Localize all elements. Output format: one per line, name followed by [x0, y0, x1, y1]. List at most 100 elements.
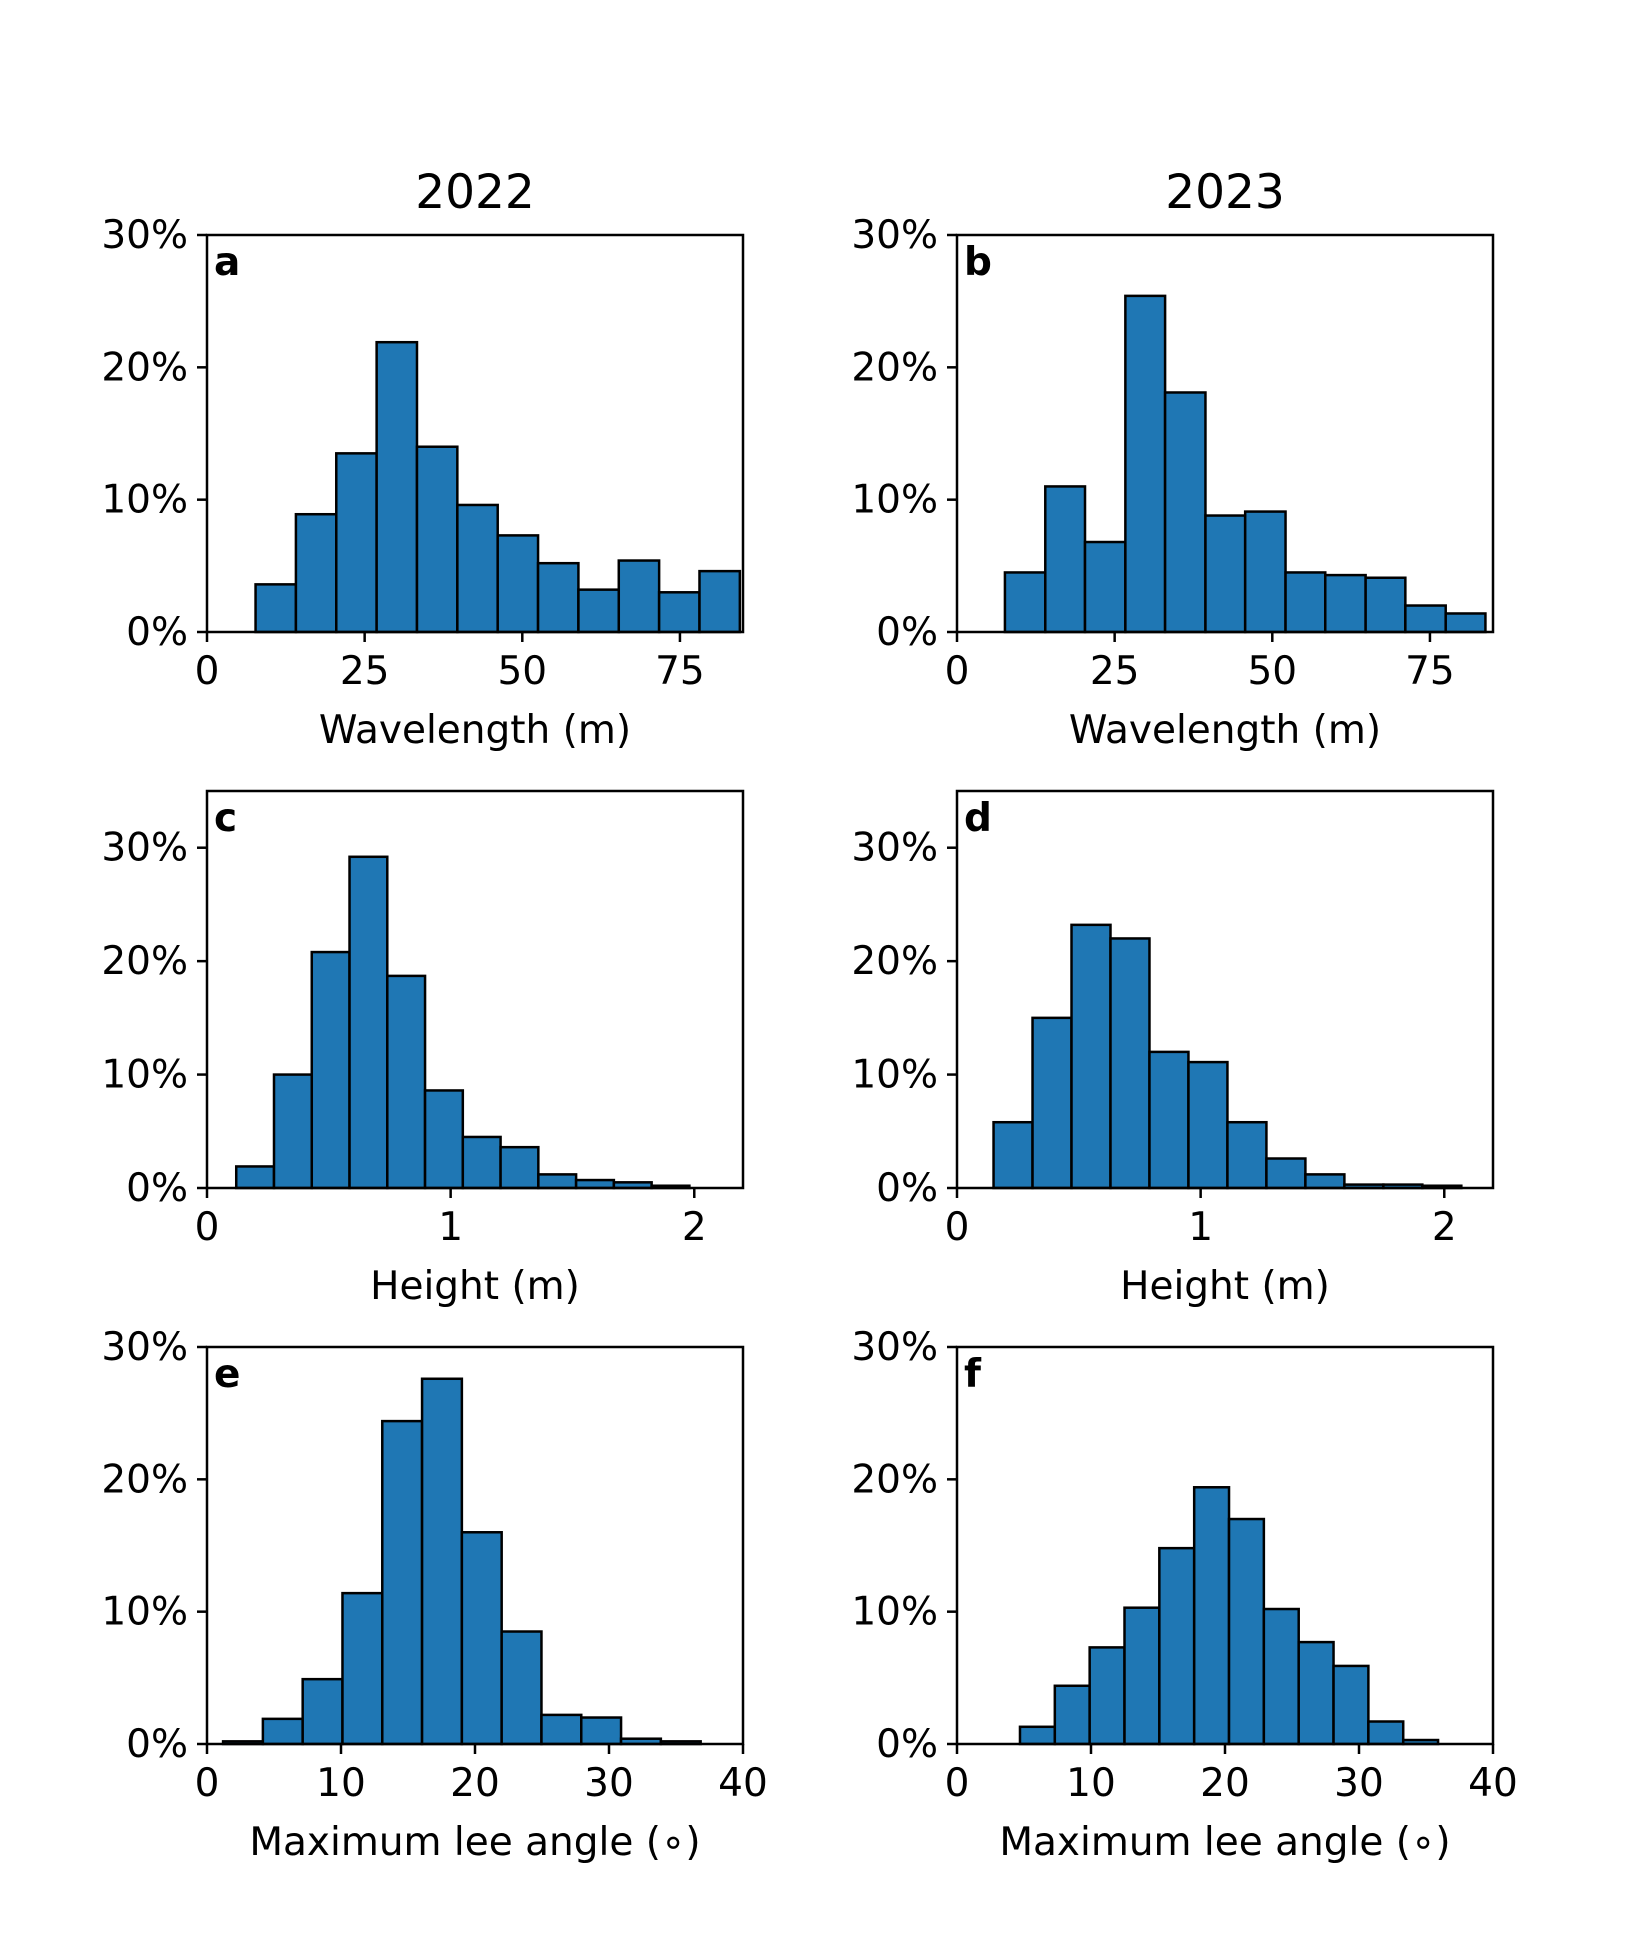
histogram-bar: [1187, 1060, 1229, 1190]
histogram-bar: [381, 1419, 424, 1746]
histogram-bar: [1158, 1546, 1196, 1746]
x-axis-label: Maximum lee angle (∘): [249, 1820, 700, 1865]
panel-b: 0% 10% 20% 30% 0 25 50 75 Wavelength (m) b: [851, 213, 1495, 753]
x-tick-label: 0: [195, 1205, 220, 1250]
panel-letter: f: [964, 1352, 982, 1397]
y-tick-label: 20%: [101, 939, 188, 984]
histogram-bar: [1262, 1607, 1300, 1746]
histogram-bar: [1031, 1016, 1073, 1190]
histogram-bar: [1265, 1157, 1307, 1190]
y-tick-label: 30%: [101, 1325, 188, 1370]
histogram-bar: [341, 1591, 384, 1746]
x-tick-label: 2: [682, 1205, 707, 1250]
x-tick-label: 20: [450, 1761, 500, 1806]
column-title-2022: 2022: [415, 165, 535, 220]
histogram-bar: [1204, 514, 1247, 634]
x-tick-label: 0: [195, 649, 220, 694]
x-axis-label: Maximum lee angle (∘): [999, 1820, 1450, 1865]
histogram-bar: [1148, 1050, 1190, 1190]
y-tick-label: 0%: [876, 1166, 938, 1211]
panel-letter: d: [964, 796, 992, 841]
y-tick-label: 20%: [851, 1457, 938, 1502]
histogram-bar: [577, 588, 621, 634]
panel-a: 0% 10% 20% 30% 0 25 50 75 Wavelength (m) a: [101, 213, 745, 753]
x-tick-label: 40: [718, 1761, 768, 1806]
x-tick-label: 50: [1247, 649, 1297, 694]
histogram-bar: [1018, 1725, 1057, 1746]
axes-frame: [955, 233, 1495, 634]
y-tick-label: 0%: [126, 1166, 188, 1211]
histogram-bar: [499, 1145, 540, 1190]
x-tick-label: 40: [1468, 1761, 1518, 1806]
x-tick-label: 30: [584, 1761, 634, 1806]
histogram-bar: [1123, 1606, 1161, 1746]
histogram-bar: [1124, 294, 1167, 634]
histogram-bar: [1304, 1173, 1346, 1190]
histogram-bar: [992, 1120, 1034, 1190]
histogram-bar: [500, 1630, 543, 1746]
histogram-bar: [657, 591, 701, 634]
x-tick-label: 0: [945, 1205, 970, 1250]
histogram-bar: [1163, 391, 1207, 634]
panel-d: 0% 10% 20% 30% 0 1 2 Height (m) d: [851, 789, 1495, 1309]
histogram-bar: [294, 512, 338, 634]
y-tick-label: 10%: [101, 478, 188, 523]
x-axis-label: Height (m): [1120, 1264, 1330, 1309]
histogram-bar: [1404, 604, 1447, 634]
y-tick-label: 10%: [851, 1053, 938, 1098]
histogram-bar: [272, 1073, 314, 1190]
histogram-bar: [580, 1716, 623, 1746]
x-tick-label: 25: [340, 649, 390, 694]
histogram-bar: [386, 974, 427, 1190]
x-axis-label: Wavelength (m): [319, 708, 631, 753]
y-tick-label: 20%: [101, 345, 188, 390]
histogram-bar: [254, 583, 298, 634]
histogram-bar: [234, 1165, 276, 1190]
x-tick-label: 25: [1090, 649, 1140, 694]
histogram-bar: [698, 569, 742, 634]
x-tick-label: 1: [1188, 1205, 1213, 1250]
y-tick-label: 10%: [101, 1590, 188, 1635]
x-axis-label: Height (m): [370, 1264, 580, 1309]
y-tick-label: 30%: [101, 213, 188, 258]
histogram-bar: [1444, 612, 1487, 634]
y-tick-label: 20%: [101, 1457, 188, 1502]
x-axis-label: Wavelength (m): [1069, 708, 1381, 753]
panel-e: 0% 10% 20% 30% 0 10 20 30 40 Maximum lee angle (∘…: [101, 1325, 768, 1865]
panel-letter: c: [214, 796, 237, 841]
panel-letter: b: [964, 240, 992, 285]
axes-frame: [955, 789, 1495, 1190]
axes-frame: [205, 789, 745, 1190]
x-tick-label: 10: [316, 1761, 366, 1806]
x-tick-label: 0: [195, 1761, 220, 1806]
x-tick-label: 2: [1432, 1205, 1457, 1250]
y-tick-label: 30%: [851, 826, 938, 871]
y-tick-label: 0%: [876, 1722, 938, 1767]
y-tick-label: 30%: [851, 213, 938, 258]
panel-f: 0% 10% 20% 30% 0 10 20 30 40 Maximum lee angle (∘…: [851, 1325, 1518, 1865]
histogram-bar: [461, 1135, 502, 1190]
histogram-bar: [1053, 1684, 1091, 1746]
panel-c: 0% 10% 20% 30% 0 1 2 Height (m) c: [101, 789, 745, 1309]
y-tick-label: 20%: [851, 939, 938, 984]
histogram-bar: [1367, 1720, 1405, 1746]
histogram-bar: [1284, 571, 1327, 634]
histogram-bar: [420, 1377, 464, 1746]
panel-letter: e: [214, 1352, 240, 1397]
histogram-bar: [1324, 573, 1367, 634]
x-tick-label: 75: [655, 649, 705, 694]
histogram-bar: [310, 950, 351, 1190]
histogram-bar: [456, 503, 499, 634]
x-tick-label: 0: [945, 1761, 970, 1806]
histogram-bar: [1364, 576, 1407, 634]
histogram-bar: [1070, 923, 1112, 1190]
y-tick-label: 20%: [851, 345, 938, 390]
histogram-bar: [1044, 485, 1087, 634]
histogram-bar: [537, 1173, 578, 1190]
panel-letter: a: [214, 240, 240, 285]
histogram-bar: [1297, 1640, 1335, 1746]
histogram-bar: [1192, 1486, 1231, 1746]
histogram-bar: [1227, 1517, 1266, 1746]
